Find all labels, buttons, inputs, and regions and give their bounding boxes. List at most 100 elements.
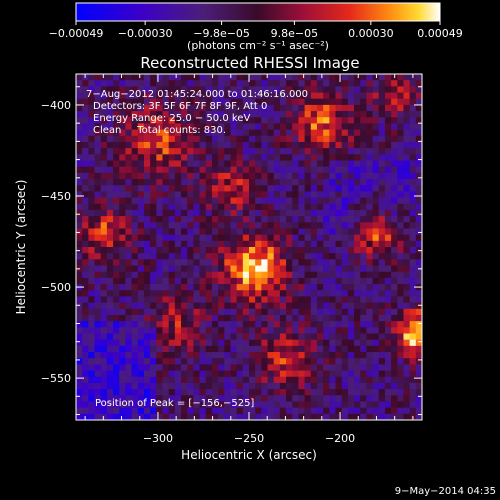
heatmap-cell bbox=[76, 407, 83, 415]
heatmap-cell bbox=[150, 86, 157, 94]
heatmap-cell bbox=[255, 265, 262, 273]
heatmap-cell bbox=[168, 271, 176, 279]
heatmap-cell bbox=[131, 172, 139, 180]
heatmap-cell bbox=[366, 172, 374, 180]
heatmap-cell bbox=[354, 395, 361, 403]
heatmap-cell bbox=[205, 370, 213, 378]
heatmap-cell bbox=[174, 111, 182, 118]
heatmap-cell bbox=[261, 74, 269, 81]
heatmap-cell bbox=[211, 135, 219, 143]
heatmap-cell bbox=[211, 259, 219, 267]
heatmap-cell bbox=[236, 321, 244, 328]
heatmap-cell bbox=[125, 339, 133, 347]
heatmap-cell bbox=[143, 240, 151, 248]
heatmap-cell bbox=[236, 401, 244, 409]
heatmap-cell bbox=[193, 111, 201, 118]
heatmap-cell bbox=[360, 185, 367, 192]
heatmap-cell bbox=[249, 172, 256, 180]
heatmap-cell bbox=[205, 160, 213, 168]
heatmap-cell bbox=[372, 191, 380, 199]
heatmap-cell bbox=[391, 259, 398, 267]
heatmap-cell bbox=[150, 339, 157, 347]
heatmap-cell bbox=[261, 234, 269, 242]
heatmap-cell bbox=[391, 111, 398, 118]
heatmap-cell bbox=[310, 395, 318, 403]
heatmap-cell bbox=[391, 253, 398, 260]
heatmap-cell bbox=[193, 123, 201, 131]
heatmap-cell bbox=[360, 104, 367, 112]
heatmap-cell bbox=[162, 197, 170, 205]
heatmap-cell bbox=[119, 314, 127, 322]
heatmap-cell bbox=[150, 277, 157, 285]
chart-title: Reconstructed RHESSI Image bbox=[140, 54, 359, 72]
heatmap-cell bbox=[384, 98, 392, 106]
heatmap-cell bbox=[174, 228, 182, 236]
heatmap-cell bbox=[205, 321, 213, 328]
heatmap-cell bbox=[187, 401, 194, 409]
heatmap-cell bbox=[378, 216, 386, 223]
heatmap-cell bbox=[131, 370, 139, 378]
heatmap-cell bbox=[292, 86, 300, 94]
heatmap-cell bbox=[279, 253, 287, 260]
heatmap-cell bbox=[106, 277, 114, 285]
heatmap-cell bbox=[88, 395, 96, 403]
annotation-clean: Clean Total counts: 830. bbox=[93, 125, 226, 136]
heatmap-cell bbox=[384, 352, 392, 359]
heatmap-cell bbox=[279, 160, 287, 168]
heatmap-cell bbox=[372, 333, 380, 341]
heatmap-cell bbox=[76, 302, 83, 310]
heatmap-cell bbox=[415, 154, 422, 162]
heatmap-cell bbox=[409, 358, 417, 365]
heatmap-cell bbox=[88, 253, 96, 260]
heatmap-cell bbox=[131, 185, 139, 192]
colorbar-tick-label: −0.00030 bbox=[118, 27, 173, 40]
heatmap-cell bbox=[224, 154, 232, 162]
heatmap-cell bbox=[286, 370, 293, 378]
heatmap-cell bbox=[119, 284, 127, 291]
heatmap-cell bbox=[230, 308, 238, 316]
heatmap-cell bbox=[218, 240, 225, 248]
heatmap-cell bbox=[347, 216, 355, 223]
heatmap-cell bbox=[100, 370, 108, 378]
heatmap-cell bbox=[403, 358, 411, 365]
heatmap-cell bbox=[249, 203, 256, 211]
heatmap-cell bbox=[224, 111, 232, 118]
heatmap-cell bbox=[366, 401, 374, 409]
heatmap-cell bbox=[205, 345, 213, 353]
heatmap-cell bbox=[316, 209, 324, 217]
heatmap-cell bbox=[162, 234, 170, 242]
heatmap-cell bbox=[125, 302, 133, 310]
heatmap-cell bbox=[242, 117, 250, 125]
heatmap-cell bbox=[199, 154, 207, 162]
heatmap-cell bbox=[249, 302, 256, 310]
heatmap-cell bbox=[211, 74, 219, 81]
heatmap-cell bbox=[193, 154, 201, 162]
heatmap-cell bbox=[261, 104, 269, 112]
heatmap-cell bbox=[205, 327, 213, 335]
heatmap-cell bbox=[403, 364, 411, 372]
heatmap-cell bbox=[94, 117, 102, 125]
heatmap-cell bbox=[354, 166, 361, 174]
heatmap-cell bbox=[137, 413, 145, 420]
heatmap-cell bbox=[366, 92, 374, 100]
heatmap-cell bbox=[76, 327, 83, 335]
heatmap-cell bbox=[335, 98, 343, 106]
heatmap-cell bbox=[409, 302, 417, 310]
heatmap-cell bbox=[304, 253, 312, 260]
heatmap-cell bbox=[366, 376, 374, 384]
heatmap-cell bbox=[94, 296, 102, 304]
heatmap-cell bbox=[360, 271, 367, 279]
heatmap-cell bbox=[298, 92, 306, 100]
heatmap-cell bbox=[286, 123, 293, 131]
heatmap-cell bbox=[255, 104, 262, 112]
heatmap-cell bbox=[279, 327, 287, 335]
heatmap-cell bbox=[341, 370, 349, 378]
heatmap-cell bbox=[378, 86, 386, 94]
heatmap-cell bbox=[341, 345, 349, 353]
heatmap-cell bbox=[82, 203, 89, 211]
heatmap-cell bbox=[329, 203, 337, 211]
heatmap-cell bbox=[88, 141, 96, 149]
heatmap-cell bbox=[323, 277, 330, 285]
heatmap-cell bbox=[316, 216, 324, 223]
heatmap-cell bbox=[378, 413, 386, 420]
